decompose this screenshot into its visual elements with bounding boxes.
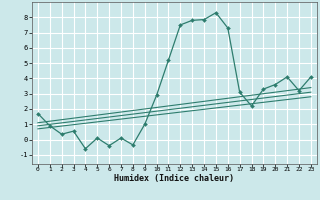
X-axis label: Humidex (Indice chaleur): Humidex (Indice chaleur)	[115, 174, 234, 183]
